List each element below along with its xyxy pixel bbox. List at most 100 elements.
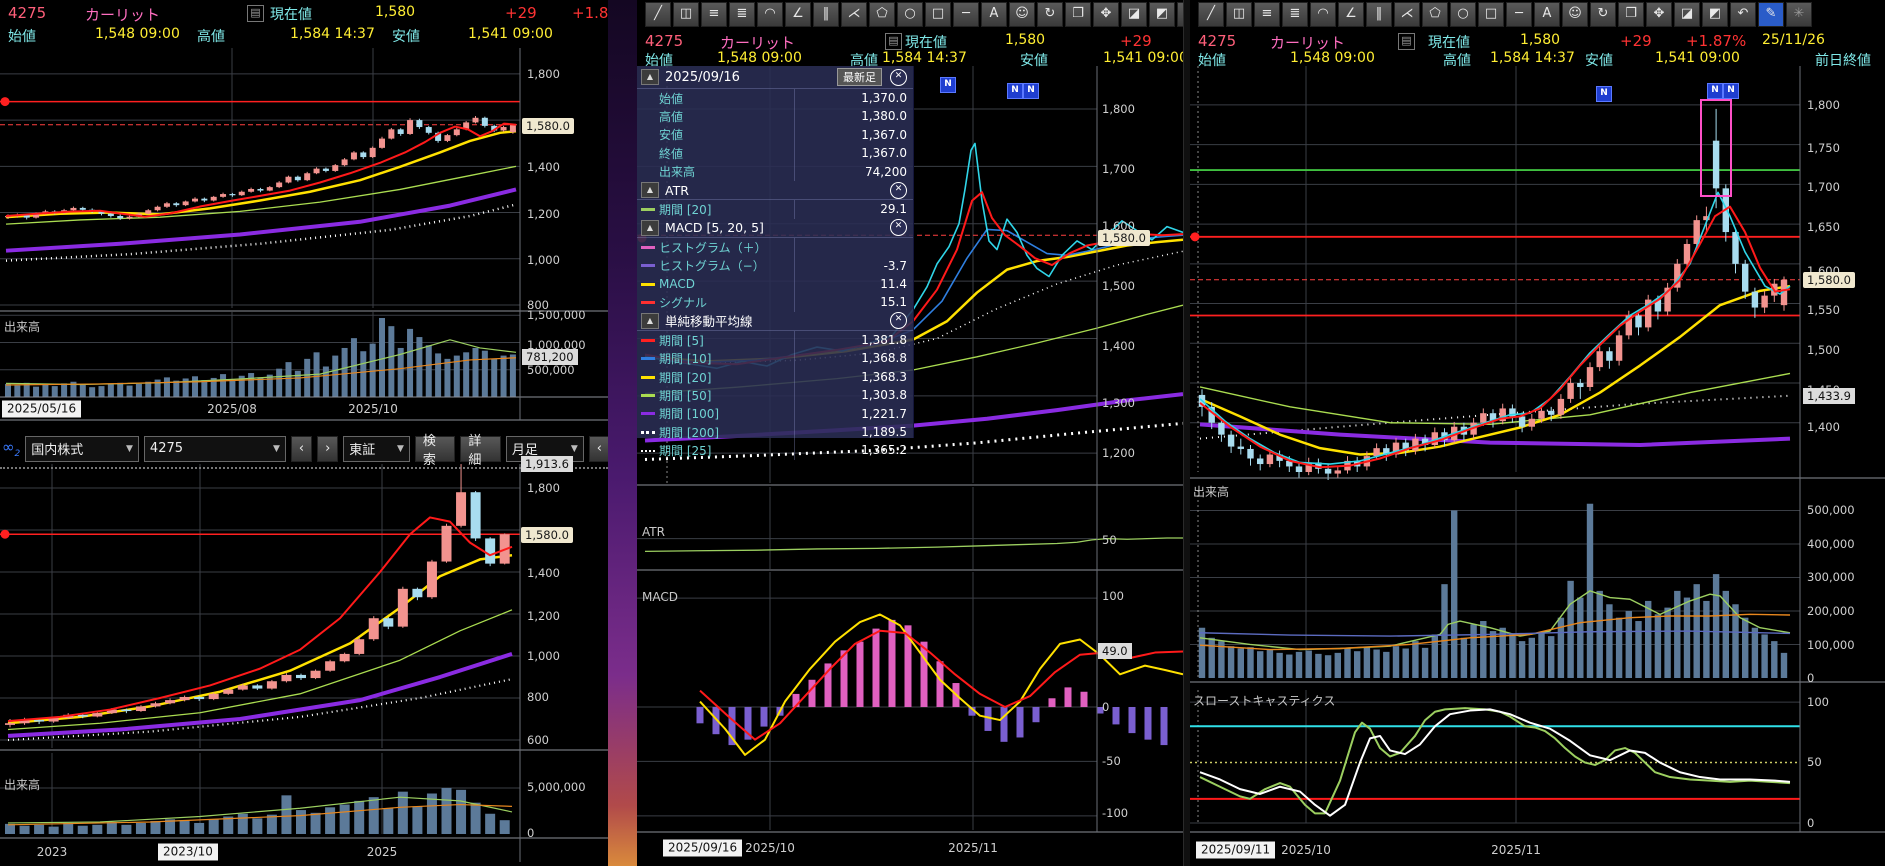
rectangle-icon[interactable]: □ xyxy=(925,2,951,27)
axis-tick-label: 100,000 xyxy=(1807,638,1855,652)
high-label: 高値 xyxy=(197,29,225,45)
news-badge[interactable]: N xyxy=(1007,83,1023,99)
eraser-icon[interactable]: ◪ xyxy=(1674,2,1700,27)
rotate-icon[interactable]: ↻ xyxy=(1590,2,1616,27)
ellipse-icon[interactable]: ○ xyxy=(897,2,923,27)
fan-icon[interactable]: ◠ xyxy=(1310,2,1336,27)
eraser-all-icon[interactable]: ◩ xyxy=(1702,2,1728,27)
news-badge[interactable]: N xyxy=(1023,83,1039,99)
data-window-row: シグナル 15.1 xyxy=(637,293,913,312)
ellipse-icon[interactable]: ○ xyxy=(1450,2,1476,27)
rays-icon[interactable]: ⋌ xyxy=(841,2,867,27)
search-button[interactable]: 検索 xyxy=(414,434,456,468)
eraser-icon[interactable]: ◪ xyxy=(1121,2,1147,27)
left-charts-canvas[interactable] xyxy=(0,0,608,866)
next-code-button[interactable]: › xyxy=(317,435,339,462)
copy-icon[interactable]: ❐ xyxy=(1618,2,1644,27)
text-icon[interactable]: A xyxy=(1534,2,1560,27)
gann-angles-icon[interactable]: ∠ xyxy=(785,2,811,27)
right-chart-canvas[interactable] xyxy=(1190,0,1885,866)
ruler-icon[interactable]: ◫ xyxy=(1226,2,1252,27)
pentagon-icon[interactable]: ⬠ xyxy=(869,2,895,27)
news-badge[interactable]: N xyxy=(1707,83,1723,99)
chevron-down-icon: ▼ xyxy=(126,443,133,454)
axis-tick-label: 2025/11 xyxy=(1491,843,1541,857)
prev-close-label: 前日終値 xyxy=(1815,53,1871,69)
news-badge[interactable]: N xyxy=(940,77,956,93)
copy-icon[interactable]: ❐ xyxy=(1065,2,1091,27)
axis-tick-label: -50 xyxy=(1102,754,1121,768)
current-price: 1,580 xyxy=(1005,32,1046,48)
vertical-lines-icon[interactable]: ‖ xyxy=(1366,2,1392,27)
symbol: 4275 xyxy=(1198,32,1237,50)
series-color-marker xyxy=(641,393,659,397)
collapse-button[interactable]: ▲ xyxy=(641,69,659,85)
data-window-row: 期間 [100] 1,221.7 xyxy=(637,404,913,424)
open-value: 1,548 09:00 xyxy=(95,26,180,42)
collapse-button[interactable]: ▲ xyxy=(641,219,659,236)
axis-tick-label: 1,500 xyxy=(1102,279,1135,293)
vertical-lines-icon[interactable]: ‖ xyxy=(813,2,839,27)
row-label: 期間 [50] xyxy=(659,388,712,403)
quote-board-icon[interactable]: ▤ xyxy=(885,33,902,50)
row-label: 出来高 xyxy=(659,165,696,180)
close-icon[interactable]: ✕ xyxy=(890,219,907,237)
parallel-lines-icon[interactable]: ≡ xyxy=(701,2,727,27)
indicator-data-window[interactable]: ▲ 2025/09/16 最新足 ✕ 始値 1,370.0 高値 1,380.0 安値 1,367… xyxy=(637,66,914,460)
icon-stamp-icon[interactable]: ☺ xyxy=(1562,2,1588,27)
horizontal-line-icon[interactable]: ─ xyxy=(953,2,979,27)
prev-code-button[interactable]: ‹ xyxy=(290,435,313,462)
icon-stamp-icon[interactable]: ☺ xyxy=(1009,2,1035,27)
fan-icon[interactable]: ◠ xyxy=(757,2,783,27)
collapse-button[interactable]: ▲ xyxy=(641,312,659,329)
eraser-all-icon[interactable]: ◩ xyxy=(1149,2,1175,27)
axis-tick-label: 2025/08 xyxy=(207,402,257,416)
indicator-section-header: ▲ MACD [5, 20, 5] ✕ xyxy=(637,219,913,239)
undo-icon[interactable]: ↶ xyxy=(1730,2,1756,27)
series-color-marker xyxy=(641,430,659,434)
rays-icon[interactable]: ⋌ xyxy=(1394,2,1420,27)
exchange-select[interactable]: 東証 ▼ xyxy=(343,435,410,462)
data-window-row: ヒストグラム（−） -3.7 xyxy=(637,256,913,275)
latest-bar-button[interactable]: 最新足 xyxy=(837,68,882,86)
volume-marker-box: 781,200 xyxy=(522,349,578,365)
trendline-icon[interactable]: ╱ xyxy=(1198,2,1224,27)
settings-icon[interactable]: ✳ xyxy=(1786,2,1812,27)
close-icon[interactable]: ✕ xyxy=(890,181,907,199)
drawing-toolbar: ╱ ◫ ≡ ≣ ◠ ∠ ‖ ⋌ ⬠ ○ □ ─ A ☺ ↻ ❐ ✥ ◪ ◩ ↶ ✎ ✳ xyxy=(1198,2,1812,27)
undo-icon[interactable]: ↶ xyxy=(1177,2,1183,27)
ruler-icon[interactable]: ◫ xyxy=(673,2,699,27)
quote-board-icon[interactable]: ▤ xyxy=(247,5,264,22)
close-icon[interactable]: ✕ xyxy=(890,68,907,86)
pentagon-icon[interactable]: ⬠ xyxy=(1422,2,1448,27)
close-icon[interactable]: ✕ xyxy=(890,312,907,330)
high-label: 高値 xyxy=(1443,53,1471,69)
data-window-row: MACD 11.4 xyxy=(637,274,913,294)
gann-angles-icon[interactable]: ∠ xyxy=(1338,2,1364,27)
collapse-button[interactable]: ‹ xyxy=(588,435,608,462)
detail-button[interactable]: 詳細 xyxy=(460,434,501,468)
draw-mode-icon[interactable]: ✎ xyxy=(1758,2,1784,27)
rectangle-icon[interactable]: □ xyxy=(1478,2,1504,27)
symbol: 4275 xyxy=(8,4,47,22)
rotate-icon[interactable]: ↻ xyxy=(1037,2,1063,27)
panel-splitter[interactable] xyxy=(0,467,608,469)
multi-lines-icon[interactable]: ≣ xyxy=(1282,2,1308,27)
row-label: 期間 [10] xyxy=(659,352,712,367)
low-value: 1,541 09:00 xyxy=(468,26,553,42)
code-select[interactable]: 4275 ▼ xyxy=(143,435,286,462)
news-badge[interactable]: N xyxy=(1723,83,1739,99)
news-badge[interactable]: N xyxy=(1596,86,1612,102)
pan-icon[interactable]: ✥ xyxy=(1093,2,1119,27)
horizontal-line-icon[interactable]: ─ xyxy=(1506,2,1532,27)
market-select[interactable]: 国内株式 ▼ xyxy=(25,435,139,462)
quote-board-icon[interactable]: ▤ xyxy=(1398,33,1415,50)
pan-icon[interactable]: ✥ xyxy=(1646,2,1672,27)
parallel-lines-icon[interactable]: ≡ xyxy=(1254,2,1280,27)
collapse-button[interactable]: ▲ xyxy=(641,182,659,199)
text-icon[interactable]: A xyxy=(981,2,1007,27)
trendline-icon[interactable]: ╱ xyxy=(645,2,671,27)
series-color-marker xyxy=(641,264,659,268)
link-icon[interactable]: ∞2 xyxy=(2,438,21,459)
multi-lines-icon[interactable]: ≣ xyxy=(729,2,755,27)
